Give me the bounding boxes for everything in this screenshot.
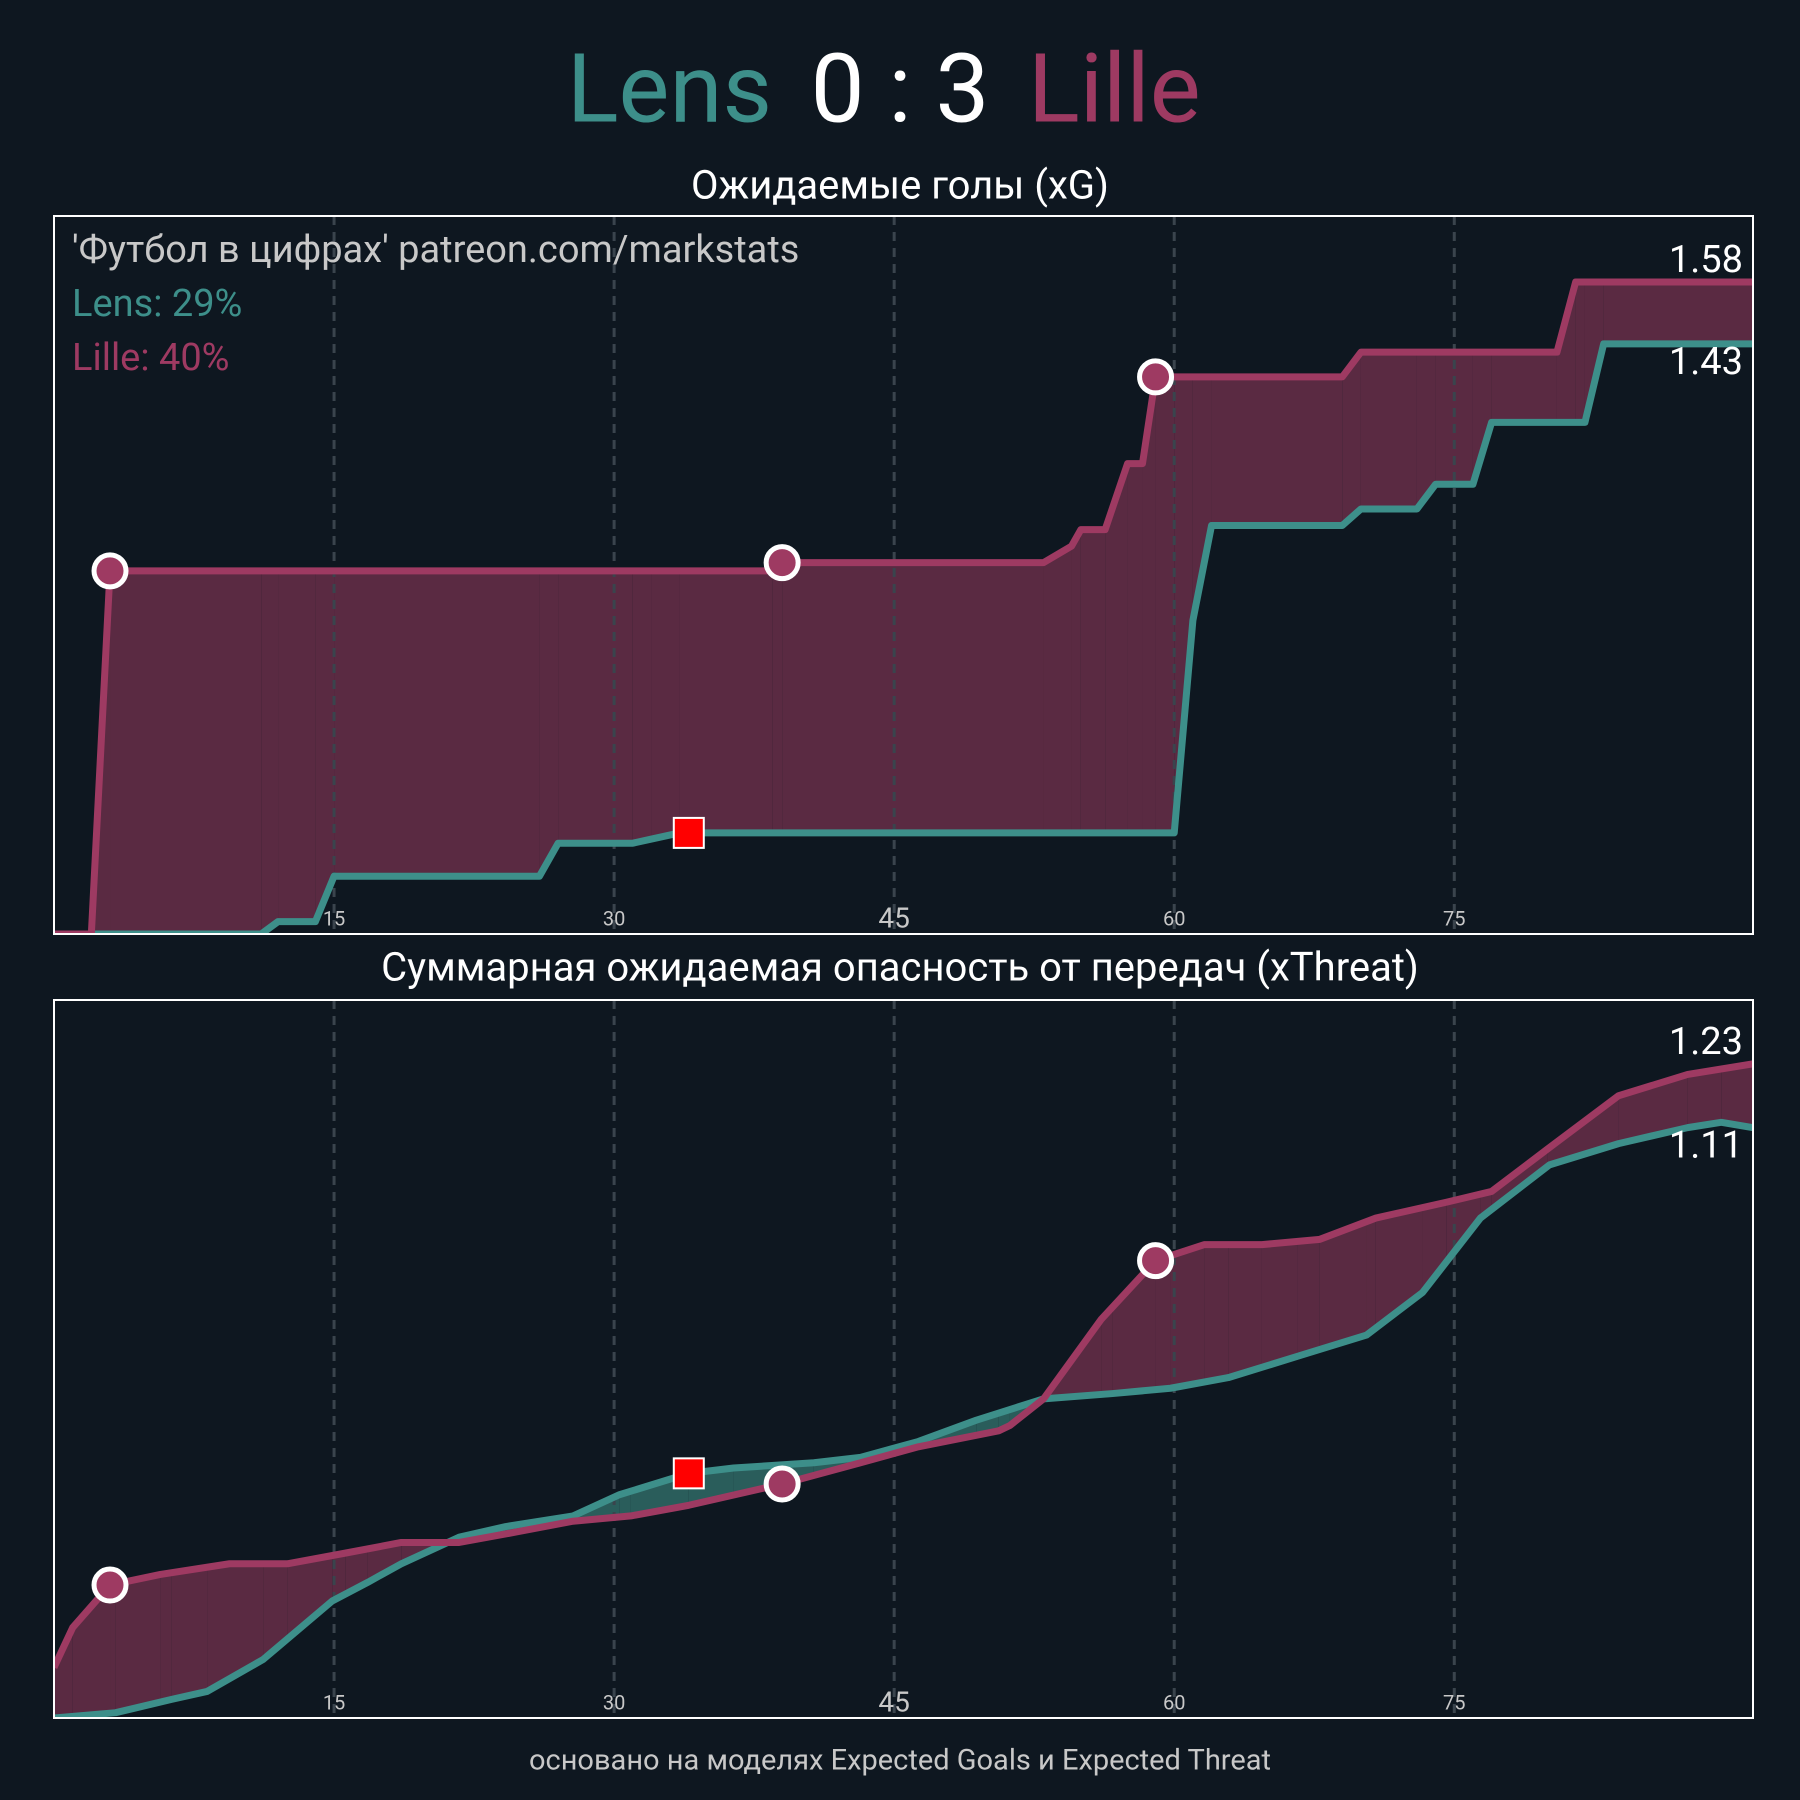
end-label: 1.11: [1669, 1124, 1743, 1168]
area-between: [1192, 376, 1212, 621]
area-between: [539, 570, 559, 877]
area-between: [1472, 352, 1492, 485]
area-between: [315, 570, 335, 922]
goal-marker: [91, 552, 129, 590]
goal-marker: [1137, 1242, 1175, 1280]
area-between: [287, 1555, 333, 1639]
x-tick-label: 75: [1443, 906, 1465, 930]
score: 0 : 3: [811, 33, 990, 145]
area-between: [1261, 1241, 1298, 1368]
area-between: [1721, 1063, 1753, 1128]
area-between: [207, 1563, 230, 1692]
area-between: [1080, 529, 1106, 833]
area-between: [1071, 529, 1081, 833]
area-between: [1342, 352, 1361, 526]
area-between: [1112, 1260, 1156, 1394]
x-tick-label: 30: [603, 906, 625, 930]
area-between: [1556, 282, 1576, 423]
end-label: 1.58: [1669, 238, 1743, 282]
area-between: [619, 1491, 631, 1517]
plot-body: [54, 1000, 1753, 1718]
area-between: [782, 562, 1044, 833]
area-between: [772, 562, 783, 833]
area-between: [651, 570, 680, 840]
plot: 15 30 45 60 75 1.43 1.58 'Футбол в цифрах' patr…: [53, 215, 1754, 935]
area-between: [1297, 1239, 1320, 1357]
area-between: [1155, 376, 1175, 833]
x-tick-label: 15: [323, 906, 345, 930]
area-between: [632, 570, 652, 844]
note: Lens: 29%: [72, 282, 242, 326]
area-between: [1228, 1244, 1262, 1378]
goal-marker: [91, 1566, 129, 1604]
area-between: [110, 570, 262, 934]
area-between: [1319, 1221, 1367, 1350]
footer: основано на моделях Expected Goals и Exp…: [529, 1744, 1271, 1778]
area-between: [1170, 1244, 1205, 1389]
red-card-marker: [672, 1457, 705, 1490]
plot-frame: [53, 999, 1754, 1719]
goal-marker: [763, 1465, 801, 1503]
note: 'Футбол в цифрах' patreon.com/markstats: [72, 228, 799, 272]
area-between: [1584, 282, 1604, 423]
area-between: [1174, 376, 1193, 833]
area-between: [1603, 282, 1753, 344]
area-between: [1687, 1068, 1722, 1128]
note: Lille: 40%: [72, 336, 230, 380]
x-tick-label: 45: [878, 1685, 909, 1718]
area-between: [278, 570, 316, 922]
goal-marker: [1137, 358, 1175, 396]
area-between: [115, 1574, 161, 1713]
end-label: 1.43: [1669, 340, 1743, 384]
area-between: [1422, 1202, 1447, 1293]
area-between: [171, 1567, 208, 1700]
area-between: [1105, 463, 1128, 833]
end-label: 1.23: [1669, 1020, 1743, 1064]
series-line: [54, 1060, 1753, 1669]
red-card-marker: [672, 816, 705, 849]
area-between: [1211, 376, 1343, 526]
series-line: [54, 1118, 1753, 1718]
area-between: [229, 1563, 264, 1679]
x-tick-label: 60: [1163, 1690, 1185, 1714]
area-between: [54, 1627, 73, 1718]
x-tick-label: 45: [878, 901, 909, 934]
area-between: [1416, 352, 1436, 509]
area-between: [1155, 1255, 1171, 1390]
x-tick-label: 60: [1163, 906, 1185, 930]
area-between: [1491, 352, 1557, 423]
area-between: [1101, 1307, 1113, 1395]
area-between: [334, 570, 540, 877]
area-between: [679, 570, 773, 833]
area-between: [1127, 463, 1143, 833]
series-line: [54, 278, 1753, 934]
x-tick-label: 30: [603, 1690, 625, 1714]
x-tick-label: 75: [1443, 1690, 1465, 1714]
area-between: [1435, 352, 1473, 485]
area-between: [1366, 1218, 1376, 1336]
plot-frame: [53, 215, 1754, 935]
plot-body: [54, 216, 1753, 934]
x-tick-label: 15: [323, 1690, 345, 1714]
area-between: [261, 570, 279, 934]
series-line: [54, 340, 1753, 934]
area-between: [1575, 282, 1585, 423]
away-team: Lille: [1028, 33, 1201, 145]
area-between: [558, 570, 633, 844]
area-between: [1142, 376, 1156, 833]
plot: 15 30 45 60 75 1.11 1.23: [53, 999, 1754, 1719]
home-team: Lens: [567, 33, 772, 145]
area-between: [160, 1572, 172, 1703]
area-between: [367, 1542, 402, 1583]
chart-title: Суммарная ожидаемая опасность от передач…: [381, 944, 1419, 991]
area-between: [110, 1583, 116, 1714]
area-between: [1204, 1244, 1229, 1383]
area-between: [1360, 352, 1417, 509]
area-between: [1043, 546, 1072, 833]
goal-marker: [763, 544, 801, 582]
chart-title: Ожидаемые голы (xG): [691, 162, 1109, 209]
area-between: [263, 1563, 288, 1660]
